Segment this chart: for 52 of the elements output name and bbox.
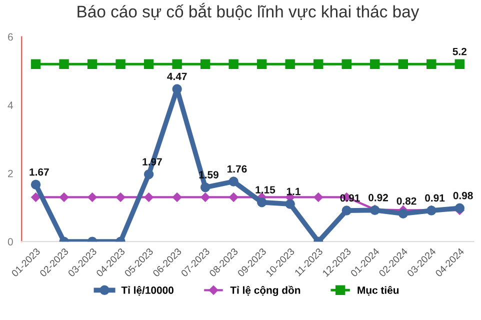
data-label: 0.92 <box>368 194 388 202</box>
y-tick-label: 2 <box>8 170 13 178</box>
y-tick-label: 0 <box>8 238 13 246</box>
y-tick-label: 6 <box>8 33 13 41</box>
data-label: 0.82 <box>396 197 416 205</box>
data-label: 0.98 <box>453 192 473 200</box>
point <box>88 192 97 202</box>
point <box>172 192 182 202</box>
data-label: 1.1 <box>286 188 300 196</box>
point <box>144 169 154 180</box>
data-label: 1.67 <box>30 168 49 176</box>
point <box>30 180 41 190</box>
point <box>228 192 238 202</box>
data-label: 4.47 <box>167 72 187 80</box>
data-label: 1.76 <box>227 165 247 173</box>
point <box>454 59 465 69</box>
point <box>59 59 69 69</box>
point <box>285 59 295 69</box>
point <box>200 182 210 192</box>
data-label: 5.2 <box>452 48 466 56</box>
data-label: 1.15 <box>256 186 276 194</box>
point <box>314 59 324 69</box>
point <box>228 59 238 69</box>
point <box>172 59 182 69</box>
point <box>172 84 182 94</box>
point <box>59 192 69 202</box>
legend-label: Tỉ lệ cộng dồn <box>230 286 300 296</box>
point <box>256 197 267 208</box>
point <box>342 59 352 69</box>
point <box>144 192 154 202</box>
point <box>200 59 210 69</box>
point <box>200 192 210 202</box>
chart-title: Báo cáo sự cố bắt buộc lĩnh vực khai thác bay <box>78 2 420 21</box>
point <box>398 59 408 69</box>
data-label: 0.91 <box>425 194 445 202</box>
point <box>87 59 98 69</box>
legend-label: Tỉ lệ/10000 <box>121 286 174 296</box>
point <box>342 206 352 216</box>
point <box>30 59 41 69</box>
point <box>398 208 408 218</box>
point <box>426 59 436 69</box>
point <box>370 59 380 69</box>
point <box>116 192 126 202</box>
point <box>116 59 126 69</box>
point <box>228 176 238 186</box>
y-tick-label: 4 <box>8 102 14 109</box>
point <box>31 192 40 202</box>
point <box>144 59 154 69</box>
legend-label: Mục tiêu <box>358 286 399 296</box>
point <box>285 199 295 209</box>
point <box>256 59 267 69</box>
point <box>314 192 323 202</box>
